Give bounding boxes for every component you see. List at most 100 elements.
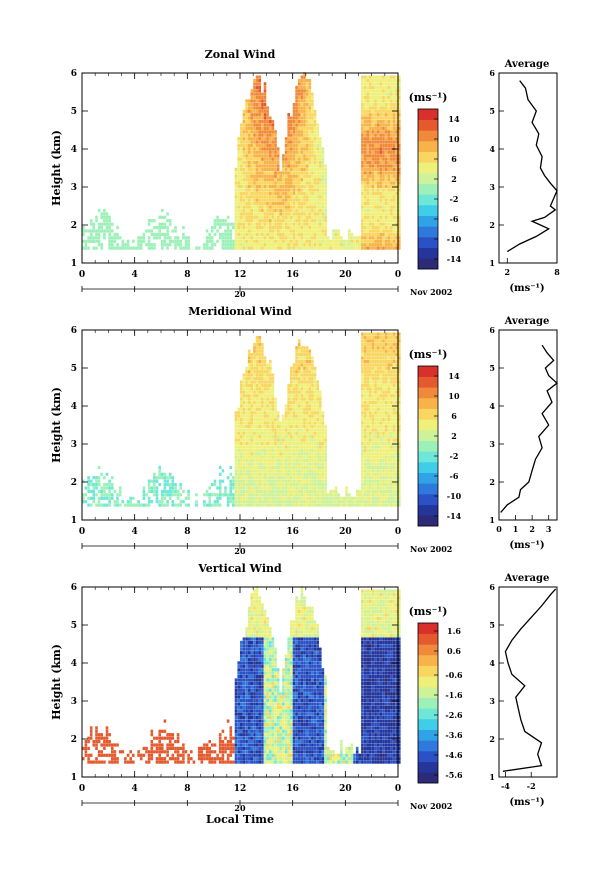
heatmap-cell xyxy=(258,243,261,247)
heatmap-cell xyxy=(374,212,377,216)
heatmap-cell xyxy=(363,222,367,226)
heatmap-cell xyxy=(390,174,393,178)
heatmap-cell xyxy=(271,133,275,137)
heatmap-cell xyxy=(276,229,280,233)
heatmap-cell xyxy=(369,363,372,367)
heatmap-cell xyxy=(142,236,146,240)
colorbar-frame xyxy=(417,108,439,270)
heatmap-cell xyxy=(166,476,169,480)
heatmap-cell xyxy=(242,164,246,168)
heatmap-cell xyxy=(295,346,298,350)
heatmap-cell xyxy=(297,428,301,432)
heatmap-cell xyxy=(374,246,377,250)
heatmap-cell xyxy=(263,188,267,192)
heatmap-cell xyxy=(379,366,383,370)
heatmap-cell xyxy=(287,394,290,398)
heatmap-cell xyxy=(292,459,296,463)
heatmap-cell xyxy=(297,120,301,124)
heatmap-cell xyxy=(305,421,309,425)
heatmap-cell xyxy=(387,229,391,233)
heatmap-cell xyxy=(205,243,209,247)
heatmap-cell xyxy=(295,397,298,401)
heatmap-cell xyxy=(387,123,391,127)
heatmap-cell xyxy=(274,229,277,233)
heatmap-cell xyxy=(390,208,393,213)
heatmap-cell xyxy=(287,239,290,243)
heatmap-cell xyxy=(371,137,375,141)
heatmap-cell xyxy=(387,441,391,446)
heatmap-cell xyxy=(361,205,364,209)
heatmap-cell xyxy=(287,208,290,213)
heatmap-cell xyxy=(398,126,401,130)
heatmap-cell xyxy=(387,335,391,340)
heatmap-cell xyxy=(379,349,383,353)
heatmap-cell xyxy=(316,503,319,507)
heatmap-cell xyxy=(303,411,306,415)
heatmap-cell xyxy=(232,479,235,483)
heatmap-cell xyxy=(271,483,275,487)
heatmap-cell xyxy=(234,438,238,442)
heatmap-cell xyxy=(374,489,377,493)
heatmap-cell xyxy=(390,397,393,401)
heatmap-cell xyxy=(205,493,209,497)
heatmap-cell xyxy=(263,397,267,401)
heatmap-cell xyxy=(250,205,254,209)
heatmap-cell xyxy=(387,483,391,487)
heatmap-cell xyxy=(305,441,309,446)
heatmap-cell xyxy=(361,137,364,141)
heatmap-cell xyxy=(300,181,304,185)
heatmap-cell xyxy=(303,421,306,425)
heatmap-cell xyxy=(100,226,103,230)
heatmap-cell xyxy=(234,452,238,456)
heatmap-cell xyxy=(263,174,267,178)
heatmap-cell xyxy=(319,205,322,209)
heatmap-cell xyxy=(292,120,296,124)
heatmap-cell xyxy=(305,390,309,394)
heatmap-cell xyxy=(398,102,401,107)
heatmap-cell xyxy=(263,486,267,490)
heatmap-cell xyxy=(390,448,393,452)
heatmap-cell xyxy=(176,489,180,493)
heatmap-cell xyxy=(274,428,277,432)
heatmap-cell xyxy=(242,219,246,223)
heatmap-cell xyxy=(321,229,325,233)
heatmap-cell xyxy=(376,92,380,96)
heatmap-cell xyxy=(129,503,132,507)
heatmap-cell xyxy=(384,370,388,374)
heatmap-cell xyxy=(300,407,304,411)
heatmap-cell xyxy=(111,476,114,480)
heatmap-cell xyxy=(379,465,383,470)
heatmap-cell xyxy=(363,188,367,192)
heatmap-cell xyxy=(245,150,248,154)
heatmap-cell xyxy=(276,202,280,206)
heatmap-cell xyxy=(371,335,375,340)
heatmap-cell xyxy=(390,373,393,377)
heatmap-cell xyxy=(300,476,304,480)
heatmap-cell xyxy=(390,503,393,507)
heatmap-cell xyxy=(266,421,269,425)
heatmap-cell xyxy=(258,123,261,127)
heatmap-cell xyxy=(253,387,256,391)
heatmap-cell xyxy=(316,202,319,206)
heatmap-cell xyxy=(387,411,391,415)
heatmap-cell xyxy=(187,489,190,493)
heatmap-cell xyxy=(398,99,401,103)
heatmap-cell xyxy=(255,496,259,500)
profile-x-tick-label: 2 xyxy=(504,267,510,277)
heatmap-cell xyxy=(390,366,393,370)
heatmap-cell xyxy=(311,215,314,219)
heatmap-cell xyxy=(229,500,233,504)
heatmap-cell xyxy=(361,181,364,185)
heatmap-cell xyxy=(374,452,377,456)
heatmap-cell xyxy=(95,476,98,480)
heatmap-cell xyxy=(395,229,398,233)
heatmap-cell xyxy=(384,404,388,408)
heatmap-cell xyxy=(240,387,243,391)
heatmap-cell xyxy=(279,171,283,175)
heatmap-cell xyxy=(292,377,296,381)
heatmap-cell xyxy=(245,479,248,483)
heatmap-cell xyxy=(366,198,369,202)
heatmap-cell xyxy=(271,195,275,199)
heatmap-cell xyxy=(311,363,314,367)
